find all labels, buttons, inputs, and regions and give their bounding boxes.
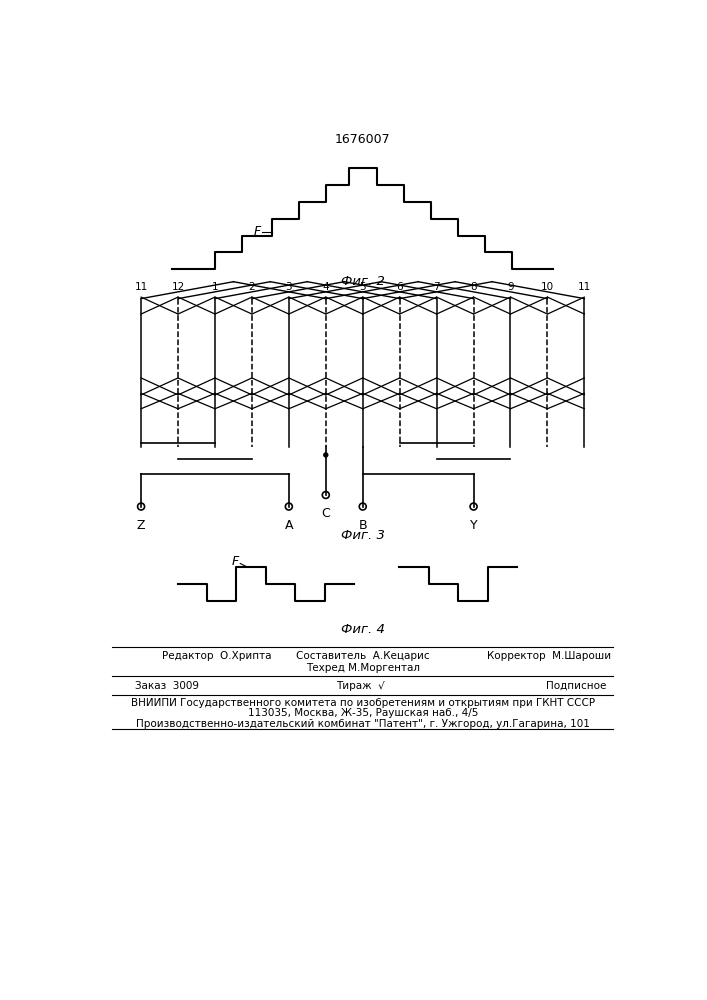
Text: Y: Y <box>469 519 477 532</box>
Text: F: F <box>231 555 239 568</box>
Text: ВНИИПИ Государственного комитета по изобретениям и открытиям при ГКНТ СССР: ВНИИПИ Государственного комитета по изоб… <box>131 698 595 708</box>
Text: Техред М.Моргентал: Техред М.Моргентал <box>305 663 420 673</box>
Text: Фиг. 2: Фиг. 2 <box>341 275 385 288</box>
Text: A: A <box>285 519 293 532</box>
Text: 4: 4 <box>322 282 329 292</box>
Text: 3: 3 <box>286 282 292 292</box>
Text: 10: 10 <box>541 282 554 292</box>
Text: 5: 5 <box>359 282 366 292</box>
Text: Z: Z <box>137 519 146 532</box>
Text: 11: 11 <box>134 282 148 292</box>
Text: Тираж  √: Тираж √ <box>337 681 385 691</box>
Text: 2: 2 <box>249 282 255 292</box>
Text: Подписное: Подписное <box>546 681 606 691</box>
Text: 7: 7 <box>433 282 440 292</box>
Text: C: C <box>322 507 330 520</box>
Text: 12: 12 <box>171 282 185 292</box>
Text: Составитель  А.Кецарис: Составитель А.Кецарис <box>296 651 430 661</box>
Text: Фиг. 3: Фиг. 3 <box>341 529 385 542</box>
Circle shape <box>323 452 329 458</box>
Text: 8: 8 <box>470 282 477 292</box>
Text: 1: 1 <box>211 282 218 292</box>
Text: 11: 11 <box>578 282 591 292</box>
Text: 6: 6 <box>397 282 403 292</box>
Text: Корректор  М.Шароши: Корректор М.Шароши <box>487 651 612 661</box>
Text: Фиг. 4: Фиг. 4 <box>341 623 385 636</box>
Text: Редактор  О.Хрипта: Редактор О.Хрипта <box>162 651 271 661</box>
Text: Заказ  3009: Заказ 3009 <box>135 681 199 691</box>
Text: B: B <box>358 519 367 532</box>
Text: 1676007: 1676007 <box>335 133 390 146</box>
Text: F: F <box>253 225 260 238</box>
Text: 9: 9 <box>507 282 514 292</box>
Text: Производственно-издательский комбинат "Патент", г. Ужгород, ул.Гагарина, 101: Производственно-издательский комбинат "П… <box>136 719 590 729</box>
Text: 113035, Москва, Ж-35, Раушская наб., 4/5: 113035, Москва, Ж-35, Раушская наб., 4/5 <box>247 708 478 718</box>
